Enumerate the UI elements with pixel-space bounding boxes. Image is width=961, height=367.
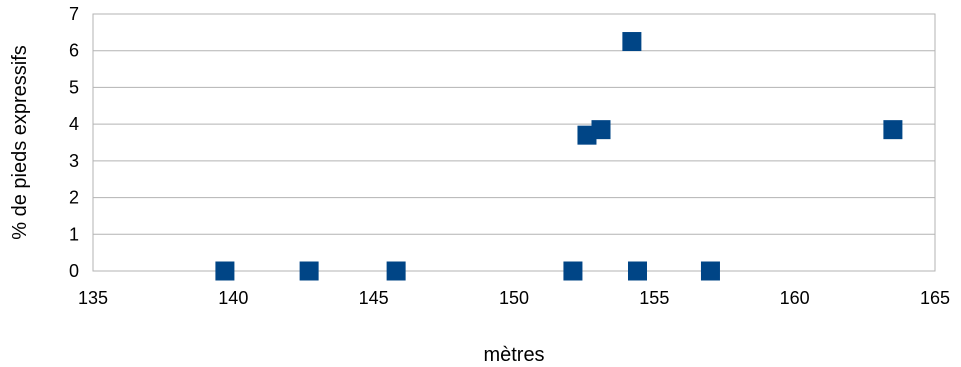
- y-axis-title: % de pieds expressifs: [9, 45, 31, 240]
- y-tick-label: 0: [69, 261, 79, 281]
- y-tick-label: 5: [69, 77, 79, 97]
- y-axis-ticks: 0 1 2 3 4 5 6 7: [69, 4, 79, 281]
- data-point: [883, 120, 903, 140]
- x-tick-label: 150: [499, 288, 529, 308]
- data-point: [215, 261, 235, 281]
- y-tick-label: 4: [69, 114, 79, 134]
- data-point: [622, 32, 642, 52]
- x-axis-title: mètres: [483, 344, 544, 366]
- data-points: [215, 32, 903, 281]
- y-tick-label: 2: [69, 188, 79, 208]
- data-point: [627, 261, 647, 281]
- plot-area: [92, 13, 936, 272]
- x-tick-label: 155: [639, 288, 669, 308]
- data-point: [700, 261, 720, 281]
- x-tick-label: 140: [218, 288, 248, 308]
- data-point: [563, 261, 583, 281]
- data-point: [591, 120, 611, 140]
- x-tick-label: 165: [920, 288, 950, 308]
- x-axis-ticks: 135 140 145 150 155 160 165: [78, 288, 950, 308]
- data-point: [299, 261, 319, 281]
- y-tick-label: 1: [69, 224, 79, 244]
- x-tick-label: 160: [780, 288, 810, 308]
- gridlines: [93, 13, 935, 272]
- y-tick-label: 7: [69, 4, 79, 24]
- x-tick-label: 135: [78, 288, 108, 308]
- data-point: [386, 261, 406, 281]
- x-tick-label: 145: [359, 288, 389, 308]
- y-tick-label: 3: [69, 151, 79, 171]
- y-tick-label: 6: [69, 41, 79, 61]
